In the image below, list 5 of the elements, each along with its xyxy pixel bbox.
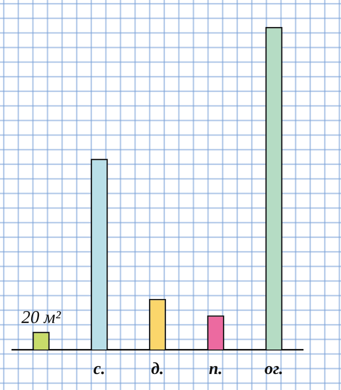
x-tick-label: д. [151, 359, 164, 378]
x-tick-label: с. [93, 359, 106, 378]
x-tick-label: ог. [264, 359, 284, 378]
x-tick-label: п. [208, 359, 223, 378]
data-label: 20 м² [21, 306, 62, 327]
